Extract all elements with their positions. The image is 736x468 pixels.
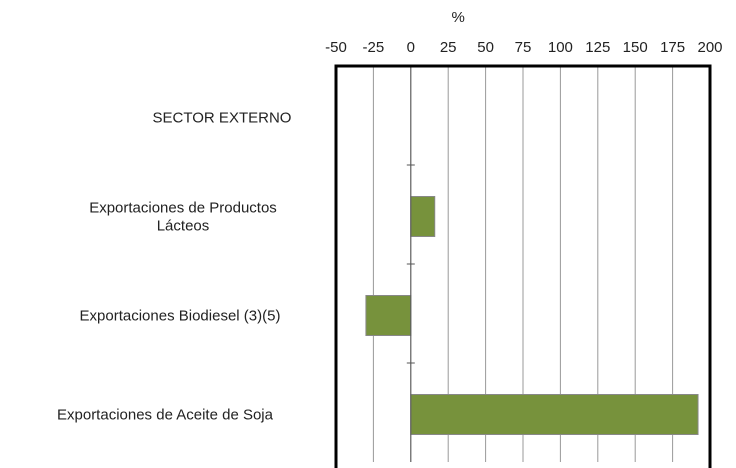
x-tick-label: 0 <box>407 39 415 56</box>
bar <box>410 196 436 237</box>
x-tick-label: 75 <box>515 39 532 56</box>
category-label: SECTOR EXTERNO <box>153 110 292 127</box>
x-axis-ticks: -50 -25 0 25 50 75 100 125 150 175 200 <box>325 39 722 56</box>
category-labels: SECTOR EXTERNO Exportaciones de Productos… <box>57 110 291 424</box>
category-label: Lácteos <box>157 218 210 235</box>
bars <box>365 196 699 435</box>
x-tick-label: 25 <box>440 39 457 56</box>
x-tick-label: 150 <box>623 39 648 56</box>
category-label: Exportaciones de Aceite de Soja <box>57 407 274 424</box>
x-axis-title: % <box>452 9 465 26</box>
x-tick-label: 175 <box>660 39 685 56</box>
x-tick-label: 125 <box>585 39 610 56</box>
bar <box>365 295 412 336</box>
bar <box>410 394 699 435</box>
plot-frame <box>334 64 712 468</box>
category-dividers <box>406 66 415 462</box>
category-label: Exportaciones Biodiesel (3)(5) <box>80 308 281 325</box>
x-tick-label: 200 <box>697 39 722 56</box>
category-label: Exportaciones de Productos <box>89 200 277 217</box>
x-tick-label: -25 <box>363 39 385 56</box>
x-tick-label: 50 <box>477 39 494 56</box>
x-tick-label: 100 <box>548 39 573 56</box>
x-tick-label: -50 <box>325 39 347 56</box>
